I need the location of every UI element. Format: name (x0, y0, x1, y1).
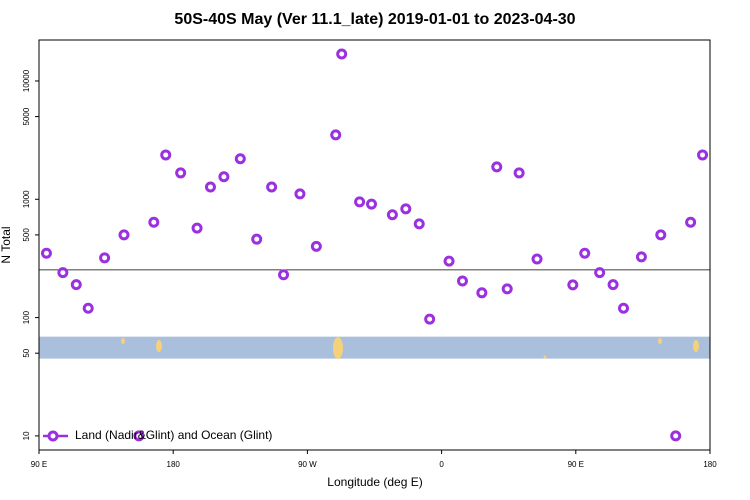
x-tick-label: 90 E (568, 460, 584, 469)
data-point (531, 253, 543, 265)
data-point (148, 216, 160, 228)
data-point (594, 267, 606, 279)
data-point (251, 233, 263, 245)
x-tick-label: 180 (703, 460, 717, 469)
land-shape (333, 337, 343, 359)
land-shape (658, 338, 662, 344)
data-point (618, 302, 630, 314)
x-axis-label: Longitude (deg E) (327, 475, 422, 489)
y-tick-label: 100 (22, 310, 31, 324)
land-shape (543, 355, 547, 359)
data-point (443, 255, 455, 267)
ocean-band (39, 336, 710, 359)
data-point (354, 196, 366, 208)
data-point (70, 279, 82, 291)
data-point (160, 149, 172, 161)
data-point (133, 430, 145, 442)
data-point (501, 283, 513, 295)
data-point (40, 247, 52, 259)
data-point (330, 129, 342, 141)
y-tick-label: 10 (22, 431, 31, 440)
data-point (266, 181, 278, 193)
data-point (118, 229, 130, 241)
data-point (685, 216, 697, 228)
data-point (579, 247, 591, 259)
legend-label: Land (Nadir&Glint) and Ocean (Glint) (75, 428, 272, 442)
data-point (635, 251, 647, 263)
land-shapes (121, 337, 699, 359)
data-point (607, 279, 619, 291)
x-tick-label: 90 E (31, 460, 47, 469)
data-point (278, 269, 290, 281)
data-point (366, 198, 378, 210)
y-tick-label: 500 (22, 228, 31, 242)
data-point (99, 252, 111, 264)
data-point (513, 167, 525, 179)
data-point (697, 149, 709, 161)
data-point (310, 240, 322, 252)
data-point (476, 287, 488, 299)
band-layer (39, 336, 710, 359)
data-point (400, 203, 412, 215)
data-point (424, 313, 436, 325)
data-point (175, 167, 187, 179)
data-point (413, 218, 425, 230)
plot-frame (38, 39, 711, 451)
data-point (294, 188, 306, 200)
y-tick-label: 1000 (22, 190, 31, 208)
x-tick-label: 0 (439, 460, 444, 469)
data-point (218, 171, 230, 183)
data-point (336, 48, 348, 60)
chart-title: 50S-40S May (Ver 11.1_late) 2019-01-01 t… (174, 11, 575, 28)
land-shape (121, 338, 125, 344)
data-point (567, 279, 579, 291)
y-tick-label: 50 (22, 348, 31, 357)
land-shape (693, 340, 699, 352)
data-point (234, 153, 246, 165)
land-shape (156, 340, 162, 352)
x-tick-label: 90 W (298, 460, 317, 469)
data-point (191, 222, 203, 234)
data-point (82, 302, 94, 314)
y-tick-label: 5000 (22, 107, 31, 125)
data-point (491, 161, 503, 173)
y-tick-label: 10000 (22, 69, 31, 92)
data-point (670, 430, 682, 442)
legend-marker (47, 430, 59, 442)
x-tick-label: 180 (167, 460, 181, 469)
data-point (456, 275, 468, 287)
data-point (386, 209, 398, 221)
data-point (204, 181, 216, 193)
data-point (655, 229, 667, 241)
data-point (57, 267, 69, 279)
y-axis-label: N Total (0, 226, 13, 263)
